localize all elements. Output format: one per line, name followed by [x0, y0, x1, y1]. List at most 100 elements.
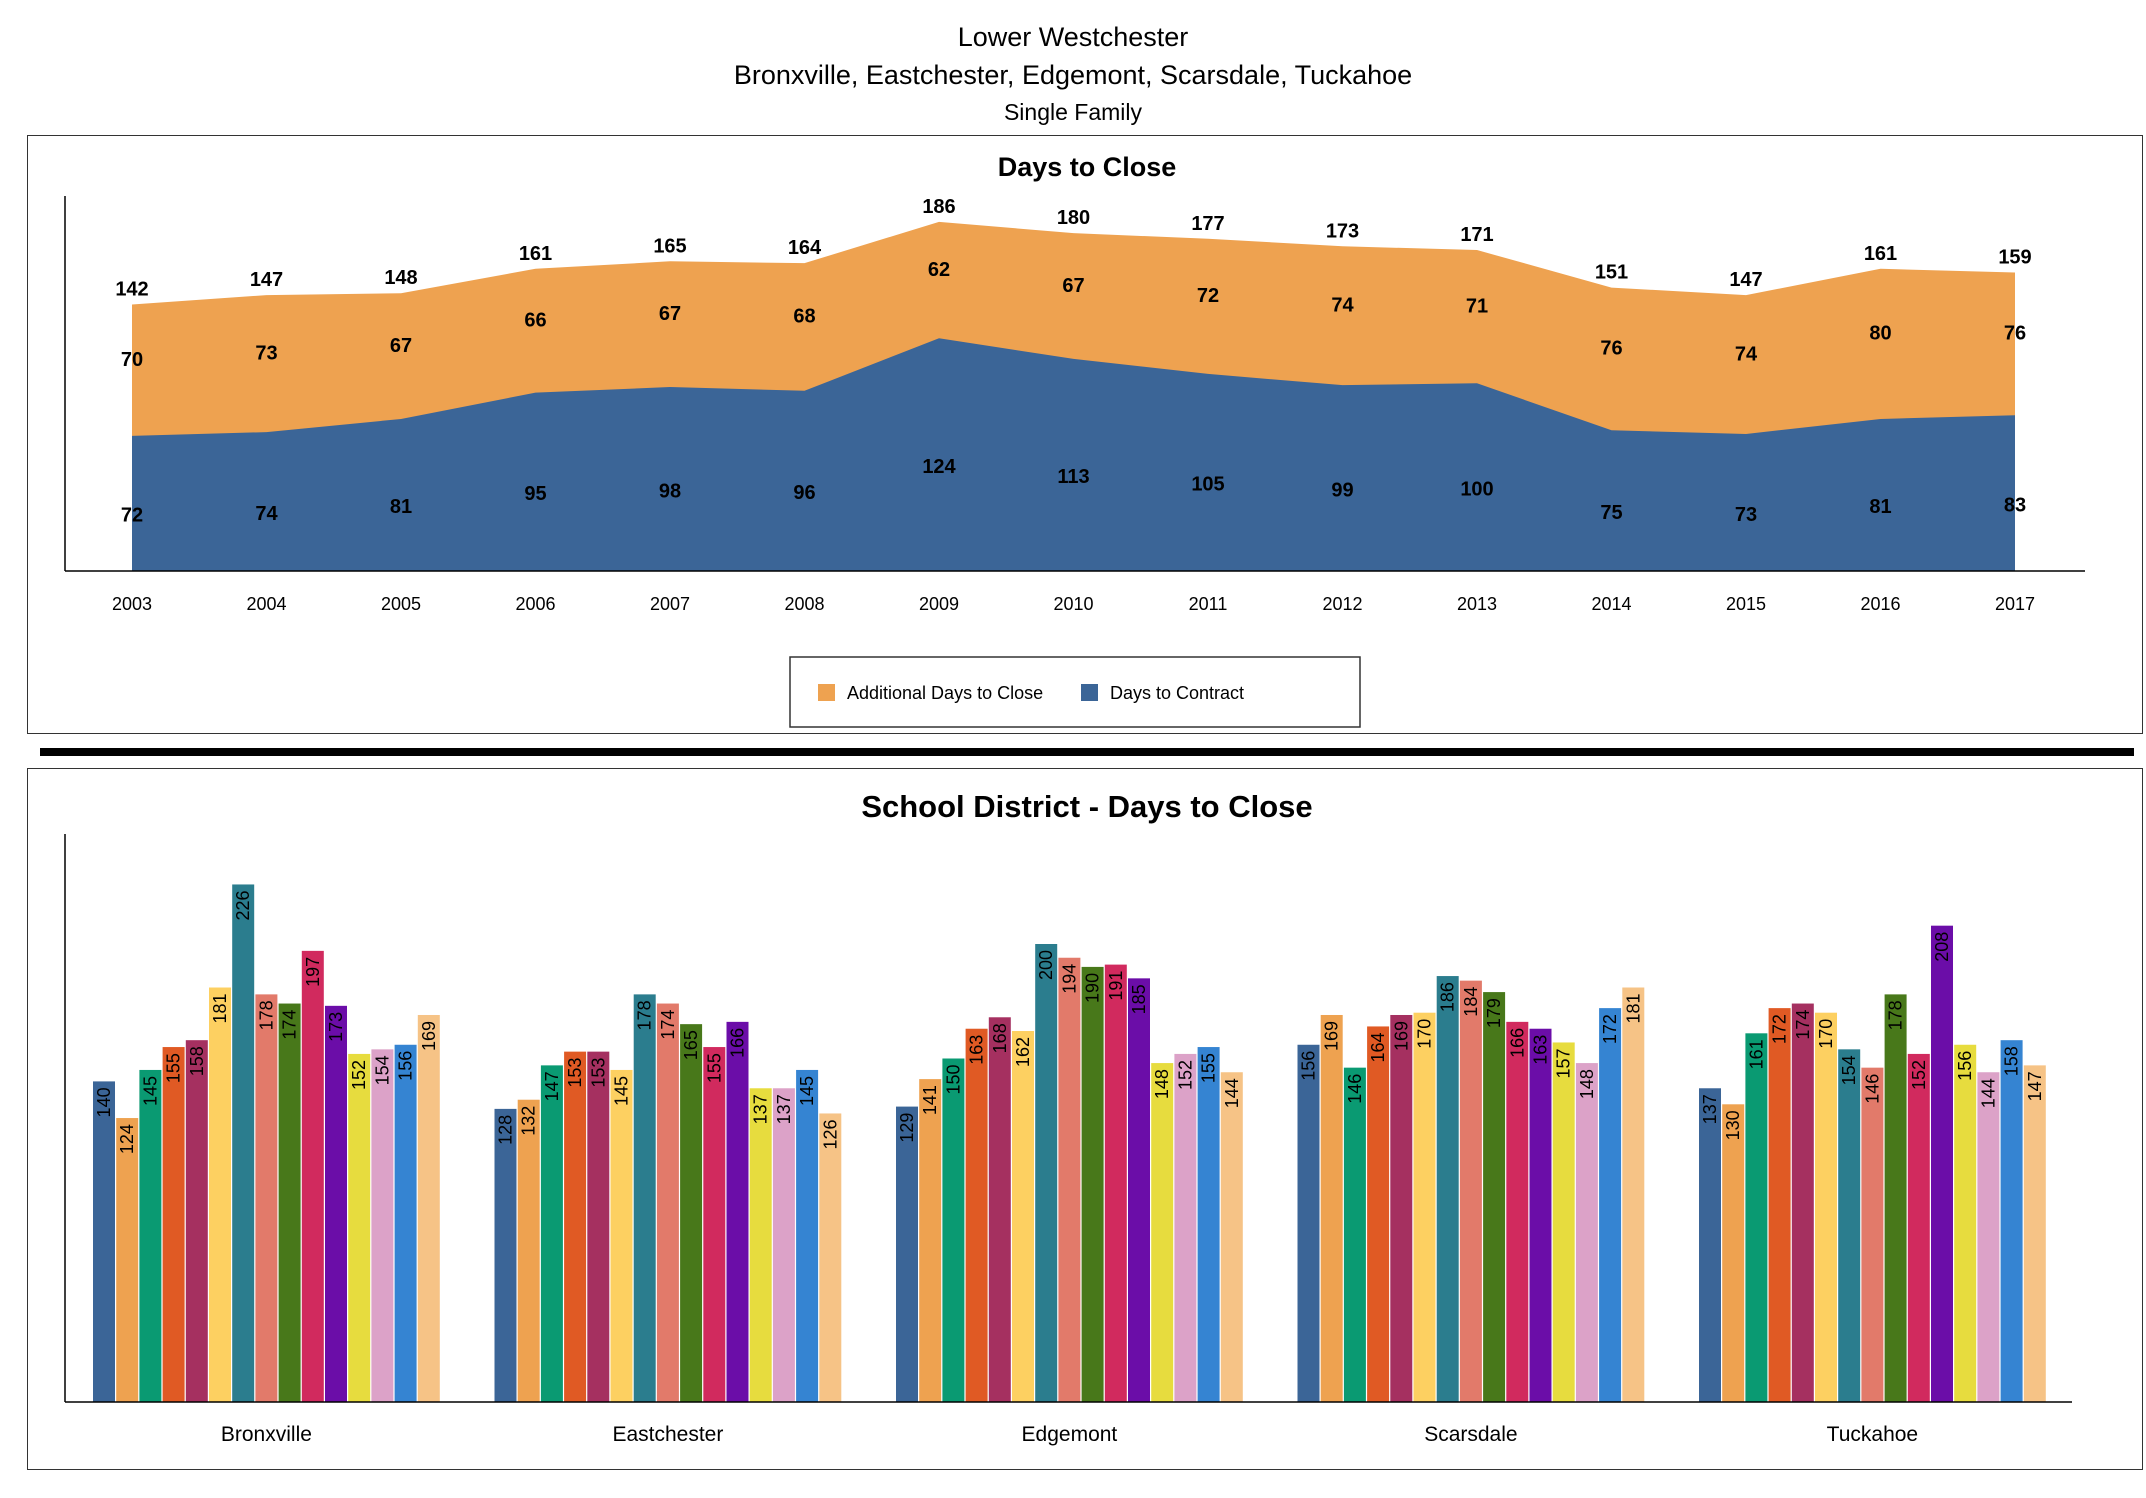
bar-value-label: 185 — [1129, 984, 1149, 1014]
bar — [1722, 1104, 1745, 1402]
bar — [2023, 1065, 2046, 1402]
x-tick-label: 2011 — [1189, 594, 1228, 614]
bar-value-label: 130 — [1723, 1110, 1743, 1140]
report-subtitle: Bronxville, Eastchester, Edgemont, Scars… — [733, 60, 1413, 90]
days-to-contract-label: 100 — [1460, 478, 1493, 500]
bar-value-label: 179 — [1484, 998, 1504, 1028]
bar — [540, 1065, 563, 1402]
bar — [1413, 1012, 1436, 1402]
bar — [772, 1088, 795, 1402]
days-to-contract-label: 81 — [390, 496, 412, 518]
bar — [1529, 1028, 1552, 1402]
bar-value-label: 148 — [1152, 1069, 1172, 1099]
bar-value-label: 156 — [396, 1051, 416, 1081]
bar — [1174, 1053, 1197, 1402]
bar — [919, 1079, 942, 1402]
bar-value-label: 147 — [542, 1071, 562, 1101]
bar — [587, 1051, 610, 1402]
total-label: 180 — [1057, 207, 1090, 229]
bar-value-label: 166 — [1507, 1028, 1527, 1058]
bar — [1552, 1042, 1575, 1402]
bar-value-label: 184 — [1461, 987, 1481, 1017]
days-to-contract-label: 74 — [255, 503, 278, 525]
bar-value-label: 169 — [1322, 1021, 1342, 1051]
additional-days-label: 62 — [928, 259, 950, 281]
bar-value-label: 166 — [728, 1028, 748, 1058]
bar — [703, 1047, 726, 1402]
bar — [1343, 1067, 1366, 1402]
report-title: Lower Westchester — [957, 22, 1189, 52]
days-to-contract-label: 124 — [922, 456, 956, 478]
additional-days-label: 80 — [1869, 323, 1891, 345]
days-to-contract-label: 73 — [1735, 504, 1757, 526]
x-tick-label: 2006 — [515, 594, 555, 614]
additional-days-label: 72 — [1197, 285, 1219, 307]
days-to-contract-label: 83 — [2004, 494, 2026, 516]
bar-value-label: 124 — [117, 1124, 137, 1154]
days-to-contract-label: 105 — [1191, 474, 1224, 496]
total-label: 148 — [384, 267, 417, 289]
total-label: 147 — [1729, 269, 1762, 291]
bar — [1035, 944, 1058, 1402]
bar — [656, 1003, 679, 1402]
bar — [232, 884, 255, 1402]
bar-value-label: 173 — [326, 1012, 346, 1042]
additional-days-label: 67 — [390, 335, 412, 357]
bar — [162, 1047, 185, 1402]
total-label: 159 — [1998, 247, 2031, 269]
x-category-label: Bronxville — [221, 1423, 312, 1446]
bar — [564, 1051, 587, 1402]
bar — [1220, 1072, 1243, 1402]
total-label: 161 — [1864, 243, 1897, 265]
bar — [1861, 1067, 1884, 1402]
bar-value-label: 146 — [1345, 1074, 1365, 1104]
legend-box — [789, 656, 1361, 728]
bar — [1622, 987, 1645, 1402]
bar — [796, 1069, 819, 1402]
bar-value-label: 190 — [1083, 973, 1103, 1003]
bar-value-label: 163 — [1531, 1035, 1551, 1065]
x-tick-label: 2015 — [1726, 594, 1766, 614]
days-to-contract-label: 81 — [1869, 496, 1891, 518]
bar — [1954, 1044, 1977, 1402]
bar — [417, 1014, 440, 1402]
bar-value-label: 155 — [1199, 1053, 1219, 1083]
bar — [965, 1028, 988, 1402]
total-label: 161 — [519, 243, 552, 265]
bar-value-label: 208 — [1932, 932, 1952, 962]
days-to-contract-label: 98 — [659, 480, 681, 502]
bar — [255, 994, 278, 1402]
bar-value-label: 165 — [681, 1030, 701, 1060]
bar — [517, 1099, 540, 1402]
bar-value-label: 174 — [658, 1010, 678, 1040]
total-label: 147 — [250, 269, 283, 291]
bar — [1081, 966, 1104, 1402]
bar-value-label: 141 — [920, 1085, 940, 1115]
days-to-contract-label: 95 — [524, 483, 546, 505]
bar-value-label: 197 — [303, 957, 323, 987]
bar — [1791, 1003, 1814, 1402]
bar — [325, 1005, 347, 1402]
additional-days-label: 74 — [1735, 343, 1758, 365]
bar-value-label: 194 — [1059, 964, 1079, 994]
bar-value-label: 152 — [1175, 1060, 1195, 1090]
bar-value-label: 137 — [1700, 1094, 1720, 1124]
bar — [1884, 994, 1907, 1402]
section-divider — [40, 748, 2134, 756]
x-category-label: Scarsdale — [1424, 1423, 1517, 1446]
x-tick-label: 2009 — [919, 594, 959, 614]
bar-value-label: 157 — [1554, 1048, 1574, 1078]
bar — [1459, 980, 1482, 1402]
bar-value-label: 154 — [372, 1055, 392, 1085]
bar-value-label: 156 — [1299, 1051, 1319, 1081]
bar-value-label: 137 — [774, 1094, 794, 1124]
bar — [1745, 1033, 1768, 1402]
total-label: 177 — [1191, 213, 1224, 235]
bar — [1436, 976, 1459, 1402]
bar — [633, 994, 656, 1402]
bar — [1599, 1008, 1622, 1402]
bar — [494, 1108, 517, 1402]
bar — [1768, 1008, 1791, 1402]
bar-value-label: 144 — [1978, 1078, 1998, 1108]
